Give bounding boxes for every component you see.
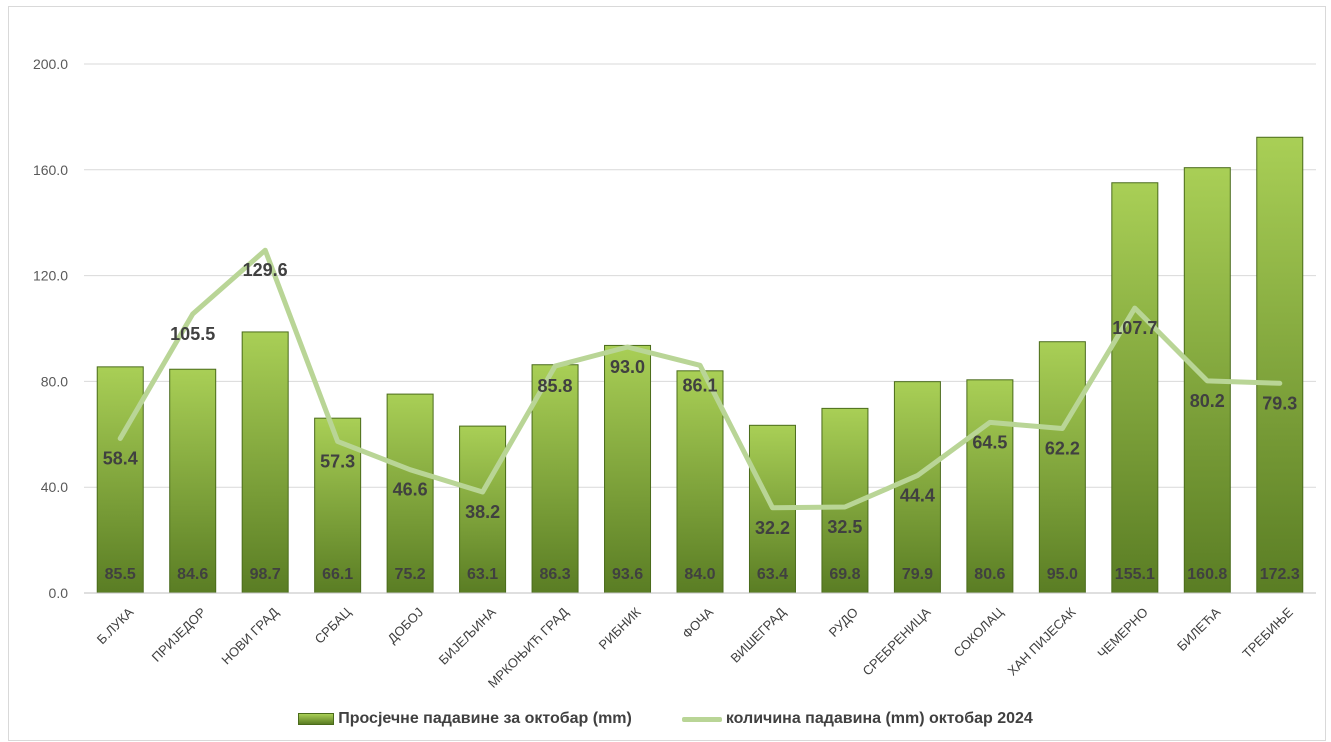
x-tick-label: ТРЕБИЊЕ [1239, 604, 1296, 661]
bar-data-label: 79.9 [902, 566, 933, 583]
x-tick-label: ВИШЕГРАД [728, 604, 789, 665]
y-tick-label: 160.0 [33, 162, 68, 178]
y-tick-label: 120.0 [33, 268, 68, 284]
bar-data-label: 85.5 [105, 566, 136, 583]
bar [386, 393, 434, 594]
bar-data-label: 93.6 [612, 566, 643, 583]
bar [96, 366, 144, 594]
bar-data-label: 98.7 [250, 566, 281, 583]
bar [966, 379, 1014, 594]
bar [241, 331, 289, 594]
line-data-label: 32.5 [827, 517, 862, 537]
x-tick-label: РУДО [826, 605, 861, 640]
bar [459, 425, 507, 594]
bar-data-label: 63.1 [467, 566, 498, 583]
line-data-label: 86.1 [682, 375, 717, 395]
series-line [117, 247, 1283, 511]
x-tick-label: СРБАЦ [312, 604, 354, 646]
x-tick-label: ДОБОЈ [385, 605, 427, 647]
x-tick-label: СРЕБРЕНИЦА [860, 604, 934, 678]
legend: Просјечне падавине за октобар (mm) колич… [0, 707, 1331, 731]
x-tick-label: НОВИ ГРАД [218, 604, 281, 667]
x-tick-label: ЧЕМЕРНО [1094, 605, 1151, 662]
bar [1111, 182, 1159, 594]
x-tick-label: СОКОЛАЦ [951, 604, 1007, 660]
line-data-label: 107.7 [1112, 318, 1157, 338]
line-data-label: 58.4 [103, 449, 138, 469]
line-data-label: 38.2 [465, 502, 500, 522]
bar-data-label: 95.0 [1047, 566, 1078, 583]
bar-data-label: 86.3 [539, 566, 570, 583]
line-data-label: 46.6 [393, 480, 428, 500]
bar-data-label: 75.2 [395, 566, 426, 583]
line-data-label: 80.2 [1190, 391, 1225, 411]
bar-data-labels: 85.5 84.6 98.7 66.1 75.2 63.1 86.3 93.6 84.0 63.4… [105, 566, 1300, 583]
bar-data-label: 84.0 [684, 566, 715, 583]
x-tick-label: ПРИЈЕДОР [149, 605, 209, 665]
line-data-label: 44.4 [900, 486, 935, 506]
x-tick-label: МРКОЊИЋ ГРАД [485, 604, 571, 690]
x-tick-label: БИЈЕЉИНА [436, 604, 499, 667]
bar [676, 370, 724, 594]
bar-data-label: 172.3 [1260, 566, 1300, 583]
line-data-label: 85.8 [538, 376, 573, 396]
line-data-label: 129.6 [243, 260, 288, 280]
legend-item-line: количина падавина (mm) октобар 2024 [681, 710, 1033, 728]
x-tick-label: РИБНИК [596, 604, 644, 652]
bar [1256, 136, 1304, 594]
line-data-label: 57.3 [320, 451, 355, 471]
x-axis: Б.ЛУКА ПРИЈЕДОР НОВИ ГРАД СРБАЦ ДОБОЈ БИЈЕЉИН… [84, 592, 1316, 691]
legend-item-bars: Просјечне падавине за октобар (mm) [298, 710, 632, 728]
bar [893, 381, 941, 594]
x-tick-label: ХАН ПИЈЕСАК [1005, 604, 1079, 678]
x-tick-label: ФОЧА [679, 604, 716, 641]
bar [531, 364, 579, 594]
y-tick-label: 40.0 [41, 479, 68, 495]
legend-swatch-line [681, 716, 722, 722]
y-axis: 0.0 40.0 80.0 120.0 160.0 200.0 [33, 56, 68, 601]
line-data-labels: 58.4 105.5 129.6 57.3 46.6 38.2 85.8 93.0 86.1 32… [103, 260, 1298, 538]
bar-data-label: 63.4 [757, 566, 788, 583]
line-data-label: 79.3 [1262, 393, 1297, 413]
y-tick-label: 80.0 [41, 373, 68, 389]
line-data-label: 105.5 [170, 324, 215, 344]
y-tick-label: 200.0 [33, 56, 68, 72]
bar-data-label: 160.8 [1187, 566, 1227, 583]
bar-data-label: 80.6 [974, 566, 1005, 583]
chart-frame [8, 6, 1326, 741]
bar-data-label: 66.1 [322, 566, 353, 583]
bar [169, 368, 217, 594]
x-tick-label: БИЛЕЋА [1174, 604, 1224, 654]
bar-data-label: 69.8 [829, 566, 860, 583]
legend-swatch-bar [298, 713, 335, 725]
bar [604, 344, 652, 594]
bar-data-label: 155.1 [1115, 566, 1155, 583]
line-data-label: 62.2 [1045, 438, 1080, 458]
y-tick-label: 0.0 [49, 585, 69, 601]
x-tick-label: Б.ЛУКА [94, 604, 137, 647]
line-data-label: 32.2 [755, 518, 790, 538]
legend-label-line: количина падавина (mm) октобар 2024 [725, 710, 1033, 727]
line-data-label: 93.0 [610, 357, 645, 377]
bar-data-label: 84.6 [177, 566, 208, 583]
line-series [117, 247, 1283, 511]
line-data-label: 64.5 [972, 432, 1007, 452]
bar [1038, 341, 1086, 594]
legend-label-bars: Просјечне падавине за октобар (mm) [338, 710, 632, 727]
